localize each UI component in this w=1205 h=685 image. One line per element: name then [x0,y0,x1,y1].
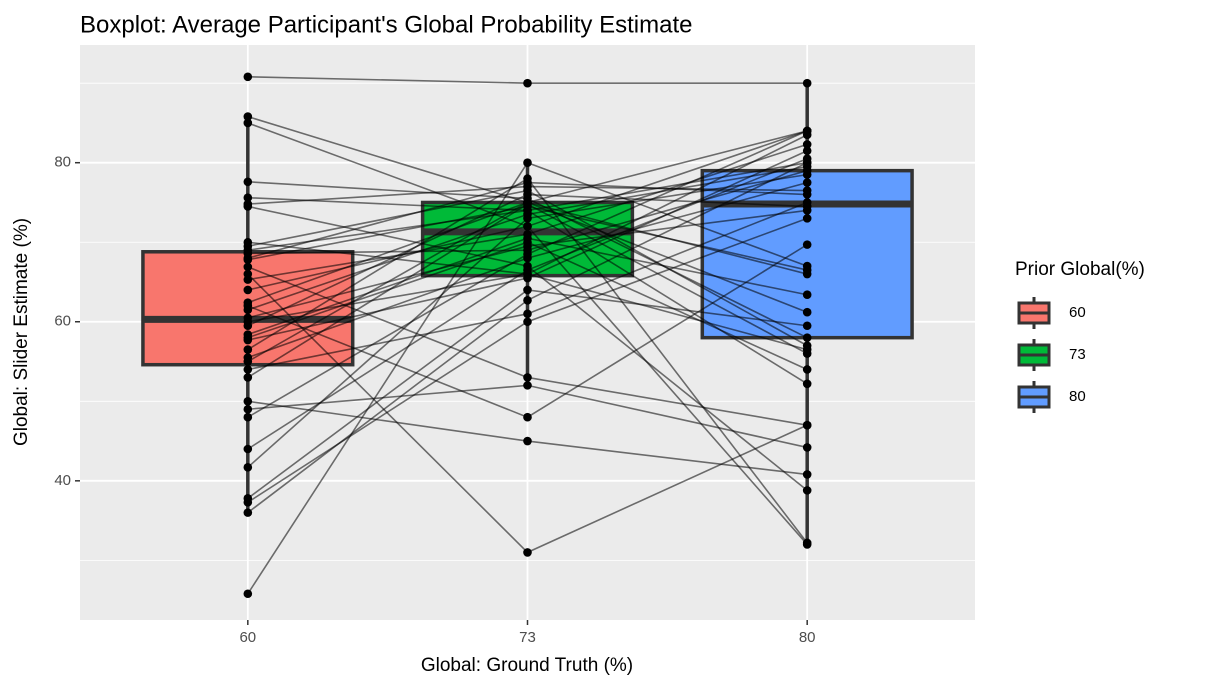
x-tick-label: 80 [799,629,816,646]
legend-label: 60 [1069,304,1086,321]
participant-point [243,317,253,327]
participant-point [243,396,253,406]
participant-point [802,290,812,300]
participant-point [523,214,532,223]
participant-point [243,262,253,272]
participant-point [802,333,812,342]
participant-point [523,317,532,327]
participant-point [523,373,532,382]
participant-point [802,307,812,317]
participant-point [243,245,253,255]
participant-point [802,146,812,156]
participant-point [523,309,532,319]
participant-point [243,112,253,121]
y-tick-label: 40 [54,472,71,489]
participant-point [523,178,532,187]
participant-point [243,412,253,422]
participant-point [802,470,812,479]
participant-point [802,345,812,354]
participant-point [243,365,253,374]
participant-point [243,357,253,366]
participant-point [802,78,812,88]
participant-point [802,379,812,389]
participant-point [243,373,253,382]
participant-point [523,222,532,231]
participant-point [802,158,812,168]
participant-point [243,497,253,507]
participant-point [523,78,532,88]
participant-point [243,444,253,454]
participant-point [243,404,253,414]
participant-point [243,177,253,187]
participant-point [243,118,253,128]
participant-point [802,443,812,452]
y-tick-label: 80 [54,154,71,171]
participant-point [802,269,812,279]
participant-point [243,193,253,202]
participant-point [802,420,812,430]
participant-point [523,249,532,259]
x-tick-label: 73 [519,629,536,646]
participant-point [523,269,532,279]
participant-point [243,463,253,472]
participant-point [243,269,253,279]
participant-point [243,253,253,263]
participant-point [802,261,812,271]
participant-point [243,301,253,311]
participant-point [802,190,812,199]
x-axis-label: Global: Ground Truth (%) [421,655,633,676]
participant-point [523,412,532,422]
participant-point [243,72,253,82]
participant-point [523,190,532,199]
participant-point [243,345,253,354]
participant-point [802,365,812,374]
participant-point [523,295,532,305]
participant-point [802,140,812,149]
participant-point [243,333,253,342]
legend-title: Prior Global(%) [1015,259,1145,280]
participant-point [802,486,812,495]
participant-point [523,237,532,247]
participant-point [523,381,532,390]
x-tick-label: 60 [239,629,256,646]
participant-point [243,202,253,211]
participant-point [802,126,812,136]
participant-point [802,170,812,179]
y-tick-label: 60 [54,313,71,330]
participant-point [243,285,253,295]
participant-point [523,285,532,295]
participant-point [802,198,812,207]
legend-label: 73 [1069,346,1086,363]
participant-point [802,214,812,223]
legend-label: 80 [1069,388,1086,405]
chart-title: Boxplot: Average Participant's Global Pr… [80,11,692,38]
participant-point [523,206,532,215]
participant-point [802,240,812,249]
participant-point [802,178,812,187]
participant-point [523,548,532,557]
participant-point [243,589,253,599]
participant-point [802,540,812,549]
participant-point [523,198,532,207]
participant-point [523,158,532,168]
participant-point [523,436,532,446]
y-axis-label: Global: Slider Estimate (%) [11,218,32,446]
participant-point [802,321,812,331]
participant-point [243,508,253,517]
